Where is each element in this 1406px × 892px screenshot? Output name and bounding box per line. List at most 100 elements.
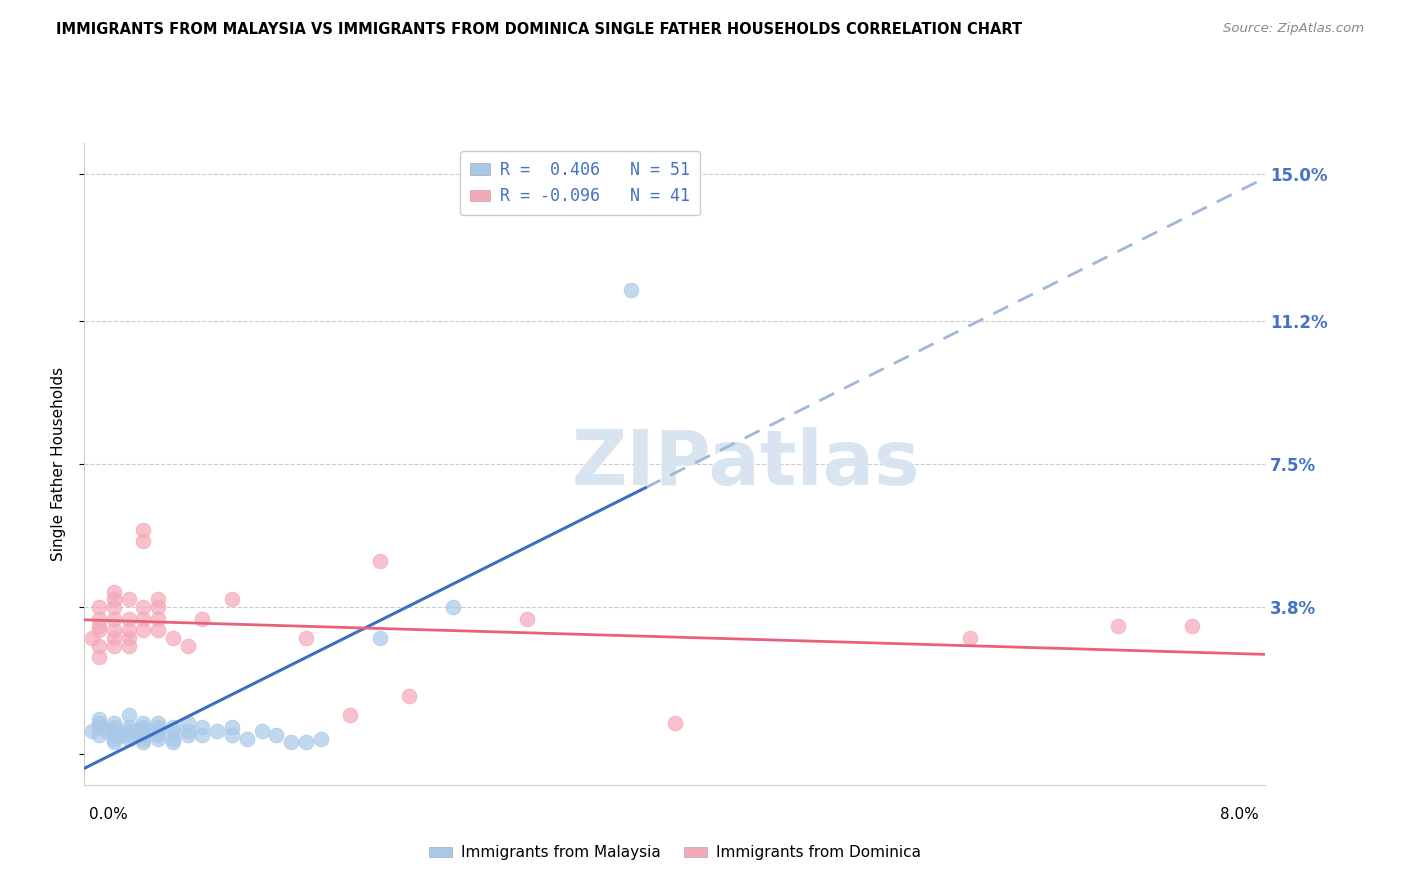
- Point: [148, 716, 170, 731]
- Point: [103, 731, 125, 746]
- Point: [103, 631, 125, 645]
- Point: [110, 728, 132, 742]
- Point: [132, 728, 155, 742]
- Point: [103, 723, 125, 738]
- Point: [132, 720, 155, 734]
- Point: [148, 611, 170, 625]
- Point: [162, 735, 184, 749]
- Point: [162, 631, 184, 645]
- Point: [664, 716, 686, 731]
- Point: [118, 624, 141, 638]
- Point: [132, 716, 155, 731]
- Point: [148, 599, 170, 614]
- Text: Source: ZipAtlas.com: Source: ZipAtlas.com: [1223, 22, 1364, 36]
- Legend: R =  0.406   N = 51, R = -0.096   N = 41: R = 0.406 N = 51, R = -0.096 N = 41: [460, 151, 700, 215]
- Point: [148, 592, 170, 607]
- Point: [177, 728, 200, 742]
- Point: [191, 720, 214, 734]
- Point: [295, 735, 318, 749]
- Point: [516, 611, 538, 625]
- Point: [132, 611, 155, 625]
- Point: [89, 728, 111, 742]
- Point: [280, 735, 302, 749]
- Point: [443, 599, 465, 614]
- Point: [221, 720, 243, 734]
- Text: 0.0%: 0.0%: [89, 807, 128, 822]
- Point: [177, 639, 200, 653]
- Point: [295, 631, 318, 645]
- Point: [162, 720, 184, 734]
- Text: ZIPatlas: ZIPatlas: [571, 427, 920, 500]
- Point: [89, 712, 111, 726]
- Point: [221, 592, 243, 607]
- Point: [89, 611, 111, 625]
- Point: [191, 611, 214, 625]
- Point: [89, 639, 111, 653]
- Point: [118, 723, 141, 738]
- Point: [368, 631, 391, 645]
- Point: [89, 624, 111, 638]
- Point: [148, 728, 170, 742]
- Point: [103, 599, 125, 614]
- Point: [177, 723, 200, 738]
- Point: [162, 731, 184, 746]
- Point: [148, 723, 170, 738]
- Point: [959, 631, 981, 645]
- Point: [398, 689, 420, 703]
- Point: [132, 723, 155, 738]
- Point: [132, 534, 155, 549]
- Point: [221, 728, 243, 742]
- Point: [148, 720, 170, 734]
- Point: [250, 723, 273, 738]
- Point: [309, 731, 332, 746]
- Point: [80, 631, 103, 645]
- Point: [118, 639, 141, 653]
- Legend: Immigrants from Malaysia, Immigrants from Dominica: Immigrants from Malaysia, Immigrants fro…: [423, 839, 927, 866]
- Point: [89, 716, 111, 731]
- Point: [191, 728, 214, 742]
- Point: [368, 553, 391, 567]
- Point: [118, 728, 141, 742]
- Point: [177, 716, 200, 731]
- Point: [148, 731, 170, 746]
- Point: [80, 723, 103, 738]
- Point: [125, 723, 148, 738]
- Point: [103, 716, 125, 731]
- Point: [89, 650, 111, 665]
- Y-axis label: Single Father Households: Single Father Households: [51, 367, 66, 561]
- Point: [118, 708, 141, 723]
- Point: [132, 735, 155, 749]
- Point: [96, 723, 118, 738]
- Point: [103, 735, 125, 749]
- Point: [103, 584, 125, 599]
- Point: [132, 731, 155, 746]
- Point: [118, 720, 141, 734]
- Point: [103, 639, 125, 653]
- Point: [132, 599, 155, 614]
- Point: [132, 523, 155, 537]
- Point: [103, 611, 125, 625]
- Point: [118, 631, 141, 645]
- Point: [162, 723, 184, 738]
- Text: IMMIGRANTS FROM MALAYSIA VS IMMIGRANTS FROM DOMINICA SINGLE FATHER HOUSEHOLDS CO: IMMIGRANTS FROM MALAYSIA VS IMMIGRANTS F…: [56, 22, 1022, 37]
- Point: [1181, 619, 1204, 633]
- Point: [118, 611, 141, 625]
- Point: [103, 720, 125, 734]
- Point: [89, 619, 111, 633]
- Point: [118, 592, 141, 607]
- Point: [1107, 619, 1129, 633]
- Point: [89, 720, 111, 734]
- Point: [339, 708, 361, 723]
- Point: [103, 728, 125, 742]
- Point: [89, 599, 111, 614]
- Point: [236, 731, 259, 746]
- Point: [148, 624, 170, 638]
- Point: [132, 624, 155, 638]
- Point: [103, 624, 125, 638]
- Point: [205, 723, 228, 738]
- Point: [264, 728, 288, 742]
- Text: 8.0%: 8.0%: [1219, 807, 1258, 822]
- Point: [103, 592, 125, 607]
- Point: [619, 283, 641, 297]
- Point: [118, 731, 141, 746]
